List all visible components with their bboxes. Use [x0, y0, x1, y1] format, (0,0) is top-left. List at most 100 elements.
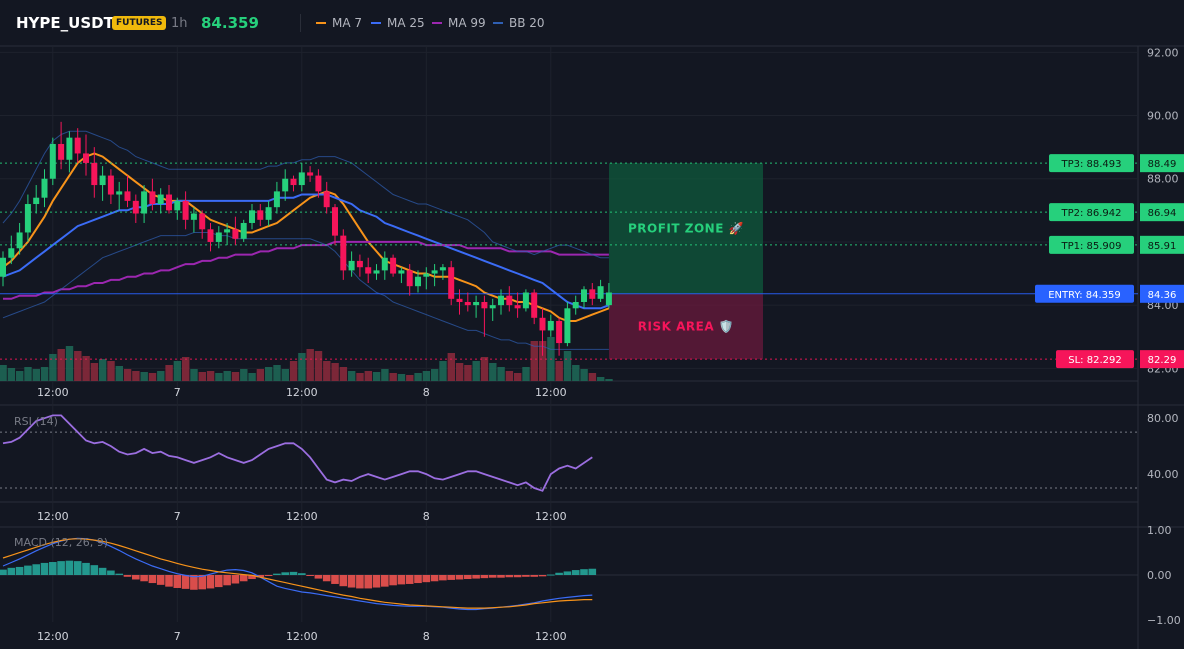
volume-bar	[505, 371, 514, 381]
level-tag	[1056, 350, 1134, 369]
volume-bar	[74, 351, 82, 381]
volume-bar	[123, 369, 132, 381]
risk-area-label: RISK AREA 🛡️	[638, 319, 734, 333]
macd-histogram-bar	[223, 575, 231, 586]
macd-histogram-bar	[32, 564, 40, 575]
volume-bar	[447, 353, 455, 381]
candle-body	[116, 191, 123, 195]
macd-histogram-bar	[472, 575, 480, 579]
candle-body	[431, 270, 438, 274]
candle-body	[464, 301, 471, 306]
macd-histogram-bar	[248, 575, 256, 580]
legend-ma7-label: MA 7	[332, 16, 363, 30]
candle-body	[141, 191, 148, 214]
macd-histogram-bar	[555, 572, 563, 575]
volume-bar	[364, 371, 372, 381]
volume-bar	[356, 373, 364, 381]
candle-body	[257, 210, 264, 220]
price-tick-label: 92.00	[1147, 46, 1179, 59]
volume-bar	[372, 372, 381, 381]
volume-bar	[455, 363, 464, 381]
volume-bar	[597, 377, 605, 381]
candle-body	[240, 222, 247, 239]
legend-ma25-swatch	[371, 22, 381, 24]
volume-bar	[439, 361, 447, 381]
volume-bar	[422, 371, 431, 381]
candle-body	[605, 292, 612, 306]
volume-bar	[281, 369, 289, 381]
legend-ma7-swatch	[316, 22, 326, 24]
candle-body	[41, 178, 48, 198]
axis-level-tag	[1140, 203, 1184, 222]
volume-bar	[82, 356, 90, 381]
volume-bar	[0, 365, 7, 381]
macd-histogram-bar	[107, 570, 115, 575]
candle-body	[83, 153, 89, 163]
axis-level-label: 85.91	[1148, 241, 1177, 252]
candle-body	[58, 143, 65, 160]
candle-body	[207, 229, 214, 242]
volume-bar	[24, 367, 32, 381]
candle-body	[315, 175, 322, 192]
macd-histogram-bar	[347, 575, 356, 588]
macd-histogram-bar	[264, 575, 273, 576]
macd-histogram-bar	[82, 562, 90, 575]
macd-histogram-bar	[447, 575, 455, 580]
macd-tick-label: −1.00	[1147, 614, 1181, 627]
legend-ma99-label: MA 99	[448, 16, 486, 30]
candle-body	[506, 295, 513, 306]
macd-histogram-bar	[314, 575, 323, 579]
macd-histogram-bar	[181, 575, 190, 589]
symbol-label[interactable]: HYPE_USDT	[16, 14, 114, 32]
macd-time-label: 7	[174, 630, 181, 643]
macd-histogram-bar	[563, 571, 572, 575]
bollinger-band-line	[2, 130, 609, 259]
macd-histogram-bar	[455, 575, 464, 580]
macd-signal-line	[2, 538, 593, 609]
macd-histogram-bar	[165, 575, 173, 587]
candle-body	[556, 320, 563, 344]
legend-bb20-label: BB 20	[509, 16, 545, 30]
candle-body	[415, 276, 421, 287]
legend-ma99[interactable]: MA 99	[432, 16, 486, 30]
rsi-time-label: 12:00	[535, 510, 567, 523]
candle-body	[66, 137, 73, 160]
candle-body	[398, 270, 405, 274]
macd-histogram-bar	[298, 573, 306, 575]
rsi-time-label: 12:00	[37, 510, 69, 523]
macd-histogram-bar	[580, 569, 588, 575]
candle-body	[390, 257, 397, 274]
volume-bar	[514, 373, 522, 381]
macd-histogram-bar	[132, 575, 140, 580]
macd-histogram-bar	[49, 562, 57, 575]
candle-body	[249, 210, 255, 223]
macd-histogram-bar	[7, 567, 16, 575]
volume-bar	[16, 371, 24, 381]
macd-histogram-bar	[439, 575, 447, 581]
legend-ma25[interactable]: MA 25	[371, 16, 425, 30]
legend-ma7[interactable]: MA 7	[316, 16, 362, 30]
candle-body	[157, 194, 164, 205]
candle-body	[456, 298, 463, 302]
macd-histogram-bar	[0, 569, 7, 575]
volume-bar	[406, 375, 414, 381]
macd-histogram-bar	[115, 573, 123, 575]
candle-body	[199, 213, 206, 230]
volume-bar	[190, 369, 198, 381]
volume-bar	[231, 372, 240, 381]
candle-body	[498, 295, 504, 306]
timeframe-label[interactable]: 1h	[171, 16, 188, 31]
legend-bb20[interactable]: BB 20	[493, 16, 545, 30]
rsi-time-label: 7	[174, 510, 181, 523]
volume-bar	[464, 365, 472, 381]
macd-histogram-bar	[530, 575, 538, 577]
macd-histogram-bar	[356, 575, 364, 589]
volume-bar	[555, 361, 563, 381]
legend-ma99-swatch	[432, 22, 442, 24]
macd-histogram-bar	[231, 575, 240, 584]
macd-histogram-bar	[430, 575, 439, 582]
macd-histogram-bar	[372, 575, 381, 588]
candle-body	[307, 172, 314, 176]
volume-bar	[414, 373, 422, 381]
